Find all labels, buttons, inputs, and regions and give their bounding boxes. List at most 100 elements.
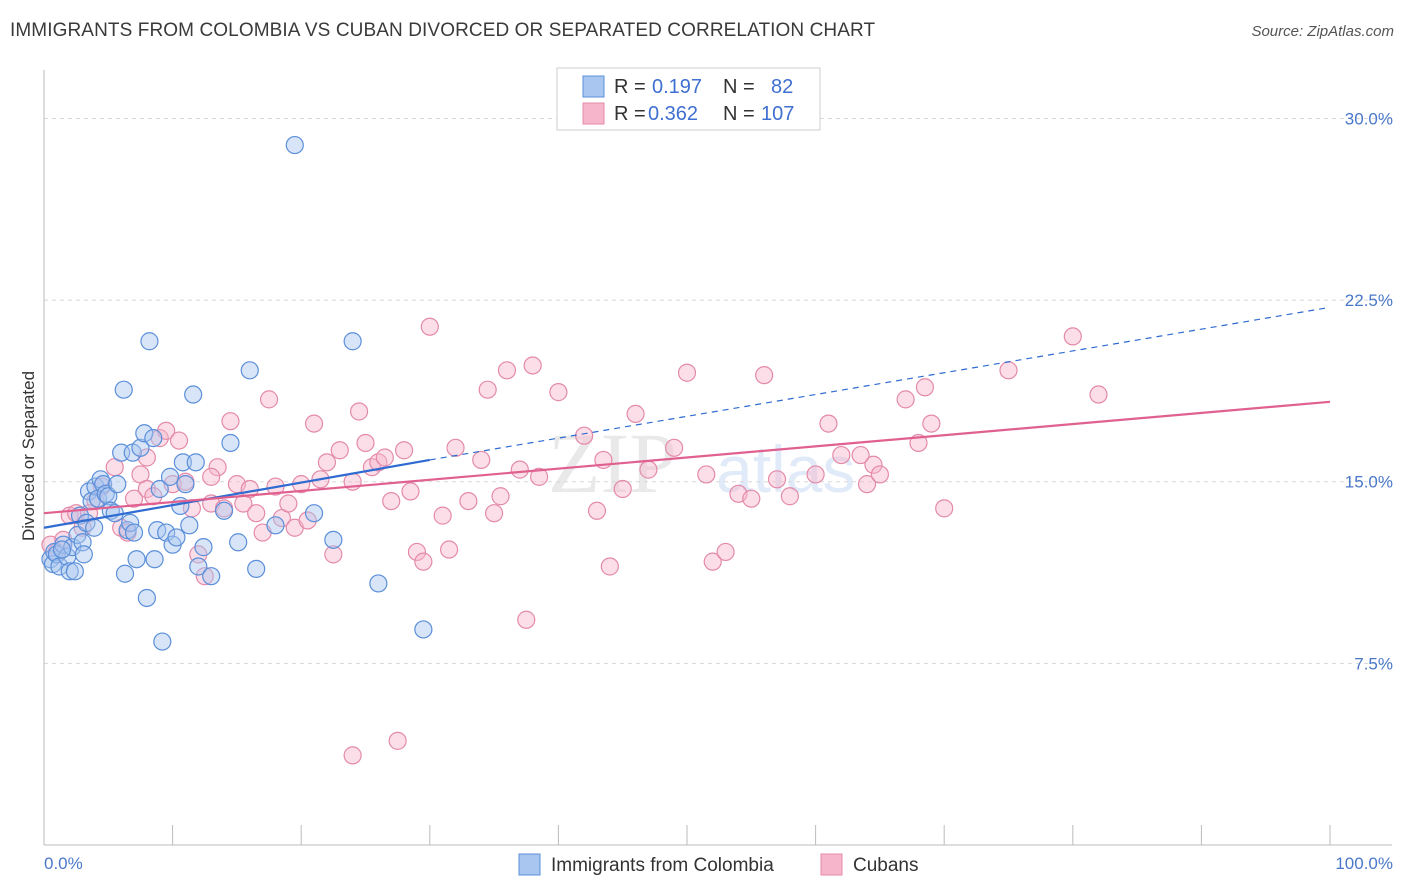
y-tick-label-2: 22.5% [1345, 291, 1393, 310]
colombia-point-60 [240, 361, 259, 380]
colombia-point-7 [60, 562, 79, 581]
cubans-point-72 [613, 479, 632, 499]
colombia-point-59 [229, 533, 248, 552]
colombia-point-62 [266, 516, 285, 535]
legend-n-label-2: N = [723, 103, 755, 125]
cubans-point-101 [202, 467, 221, 486]
cubans-point-78 [716, 542, 735, 562]
colombia-point-39 [144, 429, 163, 448]
cubans-point-32 [259, 390, 279, 409]
cubans-point-69 [587, 501, 607, 520]
cubans-point-64 [510, 460, 529, 479]
cubans-point-49 [388, 731, 407, 750]
cubans-point-74 [639, 460, 658, 479]
colombia-point-43 [153, 632, 172, 651]
cubans-point-100 [137, 448, 156, 467]
cubans-point-71 [600, 557, 619, 576]
cubans-point-92 [915, 378, 935, 397]
cubans-trend-line [43, 400, 1331, 515]
cubans-point-73 [626, 404, 645, 424]
colombia-point-13 [74, 545, 93, 564]
cubans-point-98 [343, 746, 362, 765]
cubans-point-38 [304, 414, 324, 433]
legend-swatch-colombia [582, 75, 605, 98]
series-cubans-points [41, 317, 1108, 765]
series-colombia-points [41, 135, 433, 651]
colombia-point-26 [108, 475, 127, 494]
bottom-legend: Immigrants from Colombia Cubans [518, 853, 919, 876]
colombia-point-55 [194, 538, 213, 557]
colombia-point-31 [121, 513, 140, 532]
cubans-point-56 [439, 540, 459, 559]
colombia-point-57 [214, 501, 234, 520]
colombia-point-58 [221, 433, 240, 453]
cubans-point-22 [195, 567, 214, 586]
cubans-point-95 [999, 361, 1018, 380]
cubans-point-51 [401, 482, 420, 501]
cubans-point-18 [169, 431, 189, 450]
bottom-legend-label-colombia: Immigrants from Colombia [551, 855, 774, 876]
cubans-point-45 [356, 433, 375, 453]
cubans-point-83 [806, 465, 825, 484]
cubans-point-87 [857, 475, 877, 494]
bottom-legend-swatch-cubans [820, 853, 843, 876]
cubans-point-61 [485, 504, 504, 523]
axes [43, 70, 1392, 846]
y-tick-labels: 7.5% 15.0% 22.5% 30.0% [1345, 109, 1393, 673]
cubans-point-93 [922, 414, 941, 433]
cubans-point-82 [780, 487, 799, 506]
cubans-point-66 [523, 356, 542, 375]
colombia-point-54 [189, 557, 208, 576]
cubans-point-57 [446, 438, 465, 457]
colombia-point-52 [184, 385, 203, 404]
cubans-point-67 [549, 383, 568, 402]
colombia-point-69 [52, 540, 72, 559]
cubans-point-77 [703, 552, 722, 571]
cubans-point-60 [478, 380, 497, 399]
cubans-point-26 [221, 412, 240, 431]
bottom-legend-label-cubans: Cubans [853, 855, 919, 876]
x-tick-label-min: 0.0% [44, 854, 83, 873]
legend-swatch-cubans [582, 102, 605, 125]
cubans-point-81 [755, 366, 774, 385]
cubans-point-89 [870, 465, 890, 484]
x-tick-label-max: 100.0% [1335, 854, 1393, 873]
cubans-point-76 [697, 465, 716, 484]
cubans-point-96 [1063, 327, 1082, 346]
y-tick-label-3: 30.0% [1345, 109, 1393, 128]
cubans-point-106 [767, 470, 787, 489]
trend-lines [43, 306, 1331, 529]
legend-r-label-2: R = [614, 103, 646, 125]
chart-title: IMMIGRANTS FROM COLOMBIA VS CUBAN DIVORC… [10, 20, 876, 41]
legend-n-label-1: N = [723, 76, 755, 98]
legend-n-value-2: 107 [761, 103, 794, 125]
cubans-point-44 [349, 402, 369, 421]
legend-n-value-1: 82 [771, 76, 793, 98]
cubans-point-35 [279, 494, 298, 513]
cubans-point-24 [208, 458, 227, 477]
colombia-point-37 [137, 588, 156, 608]
cubans-point-86 [851, 445, 870, 465]
cubans-point-53 [414, 552, 433, 571]
colombia-trend-line [43, 458, 430, 529]
colombia-point-47 [167, 528, 186, 547]
cubans-point-59 [472, 450, 491, 470]
colombia-point-66 [343, 332, 362, 351]
colombia-point-61 [247, 559, 266, 579]
colombia-point-38 [140, 332, 159, 351]
cubans-point-90 [896, 390, 915, 409]
cubans-point-11 [124, 489, 144, 508]
colombia-point-33 [124, 523, 144, 542]
watermark: ZIP atlas [548, 415, 855, 511]
cubans-point-41 [324, 545, 343, 564]
colombia-trend-extension [429, 306, 1331, 461]
colombia-point-35 [131, 438, 150, 457]
y-axis-label: Divorced or Separated [19, 371, 38, 541]
cubans-point-75 [677, 363, 697, 382]
cubans-point-48 [382, 491, 401, 511]
top-legend: R = 0.197 N = 82 R = 0.362 N = 107 [556, 67, 821, 131]
cubans-point-42 [330, 441, 349, 460]
legend-r-label-1: R = [614, 76, 646, 98]
cubans-point-40 [317, 453, 337, 472]
